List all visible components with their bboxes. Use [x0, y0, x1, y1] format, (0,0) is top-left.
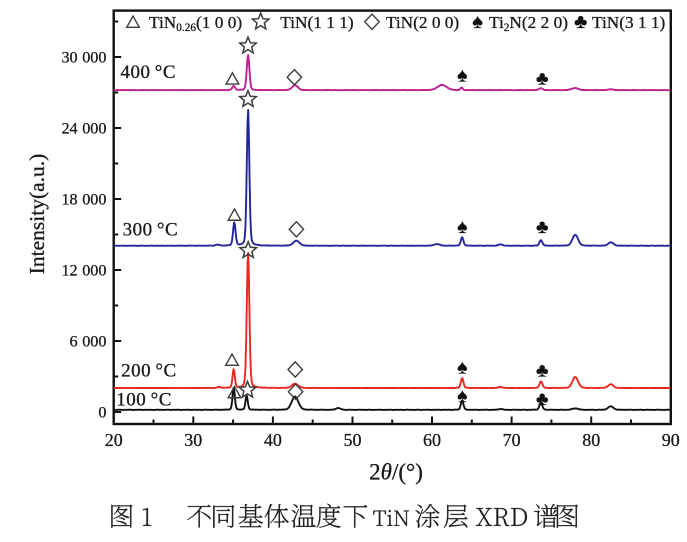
svg-text:100 °C: 100 °C — [116, 389, 172, 410]
svg-text:24 000: 24 000 — [61, 120, 106, 138]
svg-text:♠: ♠ — [472, 11, 483, 33]
svg-text:30 000: 30 000 — [61, 49, 106, 67]
svg-text:50: 50 — [344, 430, 362, 450]
svg-text:18 000: 18 000 — [61, 191, 106, 209]
svg-text:12 000: 12 000 — [61, 262, 106, 280]
svg-text:20: 20 — [105, 430, 123, 450]
svg-text:70: 70 — [503, 430, 521, 450]
svg-text:TiN(3 1 1): TiN(3 1 1) — [592, 13, 665, 32]
svg-text:400 °C: 400 °C — [121, 62, 177, 83]
svg-text:Ti2​N(2 2 0): Ti2​N(2 2 0) — [489, 13, 568, 34]
svg-text:♣: ♣ — [536, 389, 548, 410]
svg-text:6 000: 6 000 — [70, 333, 107, 351]
svg-text:0: 0 — [98, 404, 106, 422]
svg-text:80: 80 — [582, 430, 600, 450]
svg-text:Intensity(a.u.): Intensity(a.u.) — [25, 154, 49, 275]
svg-text:60: 60 — [423, 430, 441, 450]
svg-text:30: 30 — [184, 430, 202, 450]
svg-text:TiN0.26​(1 0 0): TiN0.26​(1 0 0) — [149, 13, 242, 34]
svg-text:♠: ♠ — [457, 358, 467, 379]
svg-text:♣: ♣ — [536, 69, 548, 90]
svg-text:40: 40 — [264, 430, 282, 450]
svg-text:TiN(1 1 1): TiN(1 1 1) — [280, 13, 353, 32]
svg-text:200 °C: 200 °C — [121, 361, 177, 382]
svg-text:TiN(2 0 0): TiN(2 0 0) — [386, 13, 459, 32]
svg-text:300 °C: 300 °C — [123, 220, 179, 241]
svg-text:♠: ♠ — [457, 386, 467, 407]
svg-text:♣: ♣ — [574, 11, 587, 33]
svg-text:♣: ♣ — [536, 361, 548, 382]
svg-text:♣: ♣ — [536, 217, 548, 238]
svg-text:2θ/(°): 2θ/(°) — [369, 460, 423, 485]
svg-text:90: 90 — [662, 430, 680, 450]
svg-text:♠: ♠ — [457, 66, 467, 87]
svg-text:♠: ♠ — [457, 217, 467, 238]
